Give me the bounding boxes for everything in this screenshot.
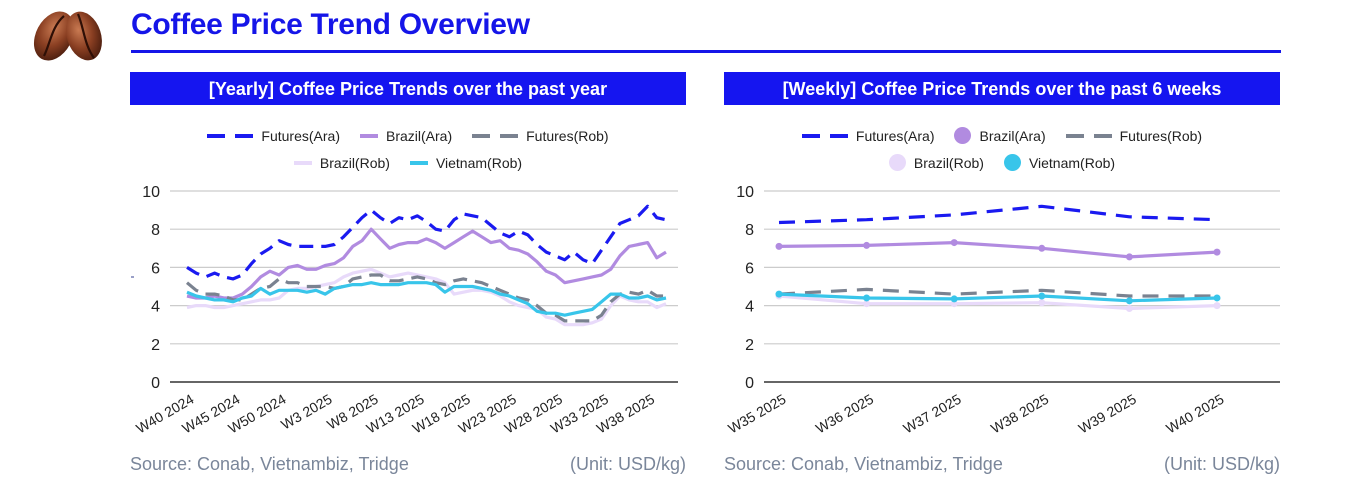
x-tick-label: W38 2025 (988, 391, 1051, 437)
y-tick-label: 6 (745, 260, 754, 277)
data-point-brazil-ara (1125, 253, 1133, 261)
source-note: Source: Conab, Vietnambiz, Tridge (724, 454, 1003, 474)
coffee-beans-logo (33, 11, 102, 61)
circle-swatch-icon (954, 127, 972, 144)
data-point-brazil-ara (1038, 244, 1046, 252)
data-point-brazil-rob (863, 300, 871, 308)
title-divider (131, 50, 1281, 53)
line-swatch-icon (293, 160, 312, 165)
legend-item-vietnam-rob[interactable]: Vietnam(Rob) (409, 155, 522, 171)
legend-item-futures-ara[interactable]: Futures(Ara) (801, 128, 934, 144)
y-tick-label: 4 (745, 299, 754, 316)
dashed-line-swatch-icon (472, 133, 519, 138)
data-point-brazil-ara (863, 241, 871, 249)
series-line-brazil-ara (186, 227, 667, 300)
data-point-vietnam-rob (1038, 292, 1046, 300)
series-line-brazil-rob (186, 267, 667, 327)
y-tick-label: 2 (151, 337, 160, 354)
dashed-line-swatch-icon (801, 133, 848, 138)
legend-item-futures-rob[interactable]: Futures(Rob) (1065, 128, 1202, 144)
yearly-panel-header: [Yearly] Coffee Price Trends over the pa… (130, 72, 686, 105)
stray-mark (131, 276, 134, 278)
y-tick-label: 8 (151, 222, 160, 239)
y-tick-label: 2 (745, 337, 754, 354)
series-line-vietnam-rob (186, 281, 667, 317)
series-line-futures-ara (186, 204, 667, 281)
x-tick-label: W36 2025 (813, 391, 876, 437)
legend-item-vietnam-rob[interactable]: Vietnam(Rob) (1003, 154, 1115, 171)
dashed-line-swatch-icon (207, 133, 254, 138)
x-tick-label: W37 2025 (900, 391, 963, 437)
y-tick-label: 10 (736, 184, 754, 201)
data-point-brazil-ara (1213, 248, 1221, 256)
data-point-vietnam-rob (1213, 294, 1221, 302)
y-tick-label: 0 (745, 375, 754, 392)
dashed-line-swatch-icon (1065, 133, 1112, 138)
series-line-vietnam-rob (778, 292, 1218, 303)
legend-item-brazil-rob[interactable]: Brazil(Rob) (888, 154, 984, 171)
y-tick-label: 0 (151, 375, 160, 392)
legend-item-futures-rob[interactable]: Futures(Rob) (472, 128, 609, 144)
data-point-vietnam-rob (775, 290, 783, 298)
data-point-brazil-ara (950, 239, 958, 247)
unit-note: (Unit: USD/kg) (1163, 454, 1280, 474)
y-tick-label: 10 (142, 184, 160, 201)
series-line-futures-rob (185, 273, 666, 323)
y-tick-label: 8 (745, 222, 754, 239)
circle-swatch-icon (1003, 154, 1021, 171)
legend-item-brazil-ara[interactable]: Brazil(Ara) (954, 127, 1046, 144)
data-point-vietnam-rob (950, 295, 958, 303)
x-tick-label: W39 2025 (1076, 391, 1139, 437)
legend-item-futures-ara[interactable]: Futures(Ara) (207, 128, 340, 144)
data-point-vietnam-rob (1125, 297, 1133, 305)
page-title: Coffee Price Trend Overview (131, 8, 530, 41)
x-tick-label: W3 2025 (278, 391, 335, 433)
x-tick-label: W35 2025 (725, 391, 788, 437)
yearly-legend: Futures(Ara) Brazil(Ara) Futures(Rob) Br… (130, 122, 686, 176)
data-point-brazil-rob (1125, 304, 1133, 312)
series-line-futures-ara (778, 204, 1218, 225)
source-note: Source: Conab, Vietnambiz, Tridge (130, 454, 409, 474)
data-point-brazil-rob (1038, 299, 1046, 307)
line-swatch-icon (409, 160, 428, 165)
legend-item-brazil-ara[interactable]: Brazil(Ara) (359, 128, 452, 144)
series-line-futures-rob (778, 287, 1217, 298)
y-tick-label: 6 (151, 260, 160, 277)
coffee-bean-left (33, 11, 75, 61)
series-line-brazil-rob (778, 294, 1218, 311)
weekly-legend: Futures(Ara) Brazil(Ara) Futures(Rob) Br… (724, 122, 1280, 176)
weekly-line-chart: 0 2 4 6 8 10 W35 2025 W36 2025 W37 2025 W38 2025 W… (725, 184, 1280, 437)
yearly-panel: [Yearly] Coffee Price Trends over the pa… (130, 72, 686, 492)
coffee-bean-right (66, 11, 102, 61)
legend-item-brazil-rob[interactable]: Brazil(Rob) (293, 155, 390, 171)
line-swatch-icon (359, 133, 378, 138)
series-line-brazil-ara (778, 240, 1218, 259)
data-point-brazil-ara (775, 242, 783, 250)
weekly-panel-header: [Weekly] Coffee Price Trends over the pa… (724, 72, 1280, 105)
circle-swatch-icon (888, 154, 906, 171)
unit-note: (Unit: USD/kg) (569, 454, 686, 474)
x-tick-label: W40 2025 (1163, 391, 1226, 437)
y-tick-label: 4 (151, 299, 160, 316)
weekly-panel: [Weekly] Coffee Price Trends over the pa… (724, 72, 1280, 492)
data-point-brazil-rob (1213, 302, 1221, 310)
data-point-vietnam-rob (863, 294, 871, 302)
